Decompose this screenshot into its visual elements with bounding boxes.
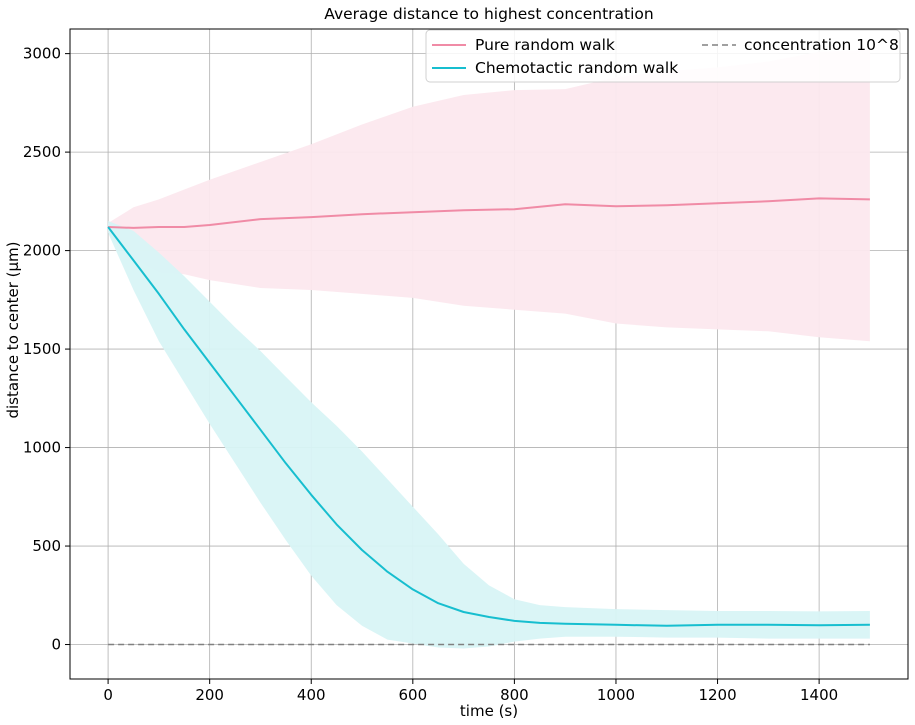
y-tick-label: 3000	[23, 45, 61, 63]
line-chemotactic-random-walk	[107, 226, 870, 627]
y-axis-label: distance to center (μm)	[4, 241, 22, 418]
y-tick-label: 1000	[23, 439, 61, 457]
x-axis-label: time (s)	[460, 702, 518, 720]
band-chemotactic-random-walk	[108, 221, 870, 649]
y-tick-label: 0	[51, 636, 61, 654]
y-tick-label: 2500	[23, 143, 61, 161]
x-tick-label: 800	[500, 686, 529, 704]
x-tick-label: 0	[103, 686, 113, 704]
band-pure-random-walk	[108, 49, 870, 342]
x-tick-label: 1400	[800, 686, 838, 704]
chart-title: Average distance to highest concentratio…	[324, 5, 653, 23]
tick-labels: 0 200 400 600 800 1000 1200 1400 0 500 1000 1500 200…	[23, 45, 838, 704]
x-tick-label: 600	[398, 686, 427, 704]
x-tick-label: 1000	[597, 686, 635, 704]
line-pure-random-walk	[108, 197, 870, 229]
x-tick-label: 1200	[698, 686, 736, 704]
x-tick-label: 200	[195, 686, 224, 704]
series-lines	[107, 197, 870, 646]
y-tick-label: 1500	[23, 340, 61, 358]
legend-label-pure-random-walk: Pure random walk	[475, 36, 615, 54]
legend-box	[425, 29, 901, 83]
legend-label-chemotactic-random-walk: Chemotactic random walk	[475, 59, 678, 77]
legend: Pure random walk Chemotactic random walk…	[425, 29, 901, 83]
x-tick-label: 400	[297, 686, 326, 704]
y-tick-label: 500	[32, 537, 61, 555]
y-tick-label: 2000	[23, 242, 61, 260]
plot-area-frame	[69, 28, 909, 680]
confidence-bands	[108, 49, 870, 649]
legend-label-concentration: concentration 10^8	[744, 36, 899, 54]
